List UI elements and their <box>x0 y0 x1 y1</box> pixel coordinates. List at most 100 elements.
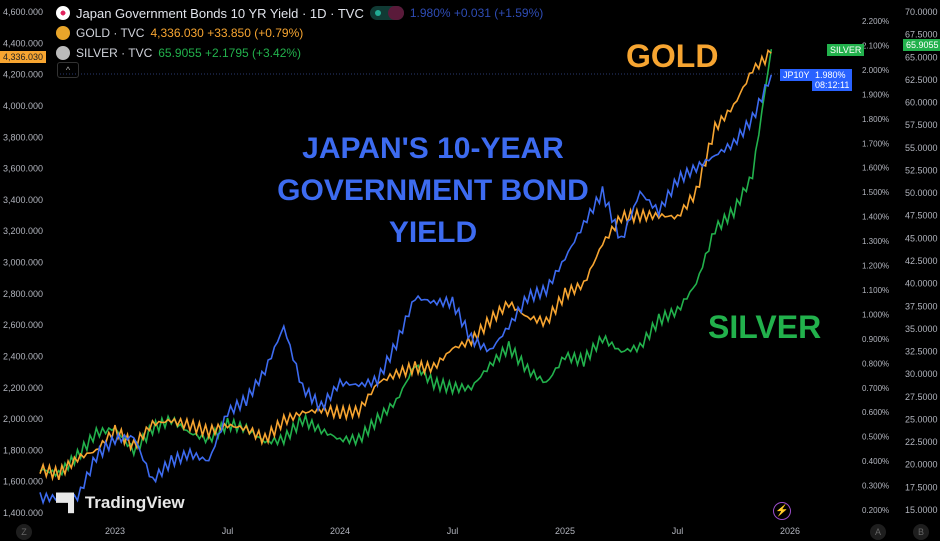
jp-price: 1.980% <box>815 70 846 80</box>
time-axis: 2023 Jul 2024 Jul 2025 Jul 2026 <box>105 526 800 536</box>
tick-label-gold: 2,400.000 <box>3 351 43 361</box>
silver-value: 65.9055 +2.1795 (+3.42%) <box>158 46 302 60</box>
tick-label-gold: 4,200.000 <box>3 70 43 80</box>
tick-label-silver: 65.0000 <box>905 52 938 62</box>
gold-axis: 1,400.000 1,600.000 1,800.000 2,000.000 2,20… <box>3 7 43 518</box>
tick-label-gold: 4,400.000 <box>3 38 43 48</box>
legend-jp[interactable]: Japan Government Bonds 10 YR Yield · 1D … <box>56 3 543 23</box>
tick-label-silver: 20.0000 <box>905 460 938 470</box>
tick-label-silver: 35.0000 <box>905 324 938 334</box>
gold-price-badge: 4,336.030 <box>0 51 47 63</box>
silver-label: SILVER · TVC <box>76 46 153 60</box>
tradingview-logo: ▀▌ TradingView <box>56 493 185 513</box>
tradingview-logo-icon: ▀▌ <box>56 493 81 512</box>
tick-label-silver: 57.5000 <box>905 120 938 130</box>
tick-label-jp: 1.900% <box>862 90 889 99</box>
tick-label-silver: 70.0000 <box>905 7 938 17</box>
chart-title: Japan Government Bonds 10 YR Yield · 1D … <box>76 5 364 21</box>
jp-annotation: JAPAN'S 10-YEAR GOVERNMENT BOND YIELD <box>277 132 589 249</box>
tick-label-jp: 0.900% <box>862 335 889 344</box>
tick-label-silver: 30.0000 <box>905 369 938 379</box>
gold-value: 4,336.030 +33.850 (+0.79%) <box>150 26 304 40</box>
silver-annotation: SILVER <box>708 309 822 345</box>
market-status-icon[interactable] <box>369 6 404 20</box>
tick-label-gold: 2,200.000 <box>3 383 43 393</box>
tick-label-jp: 1.100% <box>862 286 889 295</box>
tick-label-jp: 0.200% <box>862 506 889 515</box>
jp-countdown: 08:12:11 <box>815 80 850 90</box>
tick-label-silver: 27.5000 <box>905 392 938 402</box>
x-tick-label: Jul <box>447 526 459 536</box>
tick-label-silver: 45.0000 <box>905 233 938 243</box>
zoom-button[interactable]: Z <box>16 524 32 540</box>
tick-label-jp: 0.300% <box>862 482 889 491</box>
tick-label-jp: 1.400% <box>862 213 889 222</box>
scale-b-button[interactable]: B <box>913 524 929 540</box>
x-tick-label: 2023 <box>105 526 125 536</box>
tick-label-gold: 3,600.000 <box>3 164 43 174</box>
tick-label-jp: 0.800% <box>862 359 889 368</box>
x-tick-label: 2025 <box>555 526 575 536</box>
tick-label-jp: 1.700% <box>862 139 889 148</box>
tick-label-silver: 22.5000 <box>905 437 938 447</box>
tick-label-jp: 2.000% <box>862 66 889 75</box>
silver-icon <box>56 46 70 60</box>
x-tick-label: Jul <box>222 526 234 536</box>
tick-label-gold: 3,200.000 <box>3 226 43 236</box>
gold-label: GOLD · TVC <box>76 26 145 40</box>
tick-label-silver: 60.0000 <box>905 98 938 108</box>
tick-label-gold: 1,400.000 <box>3 508 43 518</box>
jp-axis: 0.200% 0.300% 0.400% 0.500% 0.600% 0.700% 0.80… <box>862 17 889 515</box>
tick-label-silver: 17.5000 <box>905 482 938 492</box>
tick-label-silver: 55.0000 <box>905 143 938 153</box>
jp-price-badge: 1.980% 08:12:11 <box>812 69 853 91</box>
tick-label-gold: 4,000.000 <box>3 101 43 111</box>
tick-label-jp: 0.600% <box>862 408 889 417</box>
tick-label-silver: 37.5000 <box>905 301 938 311</box>
tick-label-jp: 0.700% <box>862 384 889 393</box>
tick-label-gold: 1,600.000 <box>3 477 43 487</box>
lightning-icon[interactable]: ⚡ <box>773 502 791 520</box>
x-tick-label: 2026 <box>780 526 800 536</box>
legend-gold[interactable]: GOLD · TVC 4,336.030 +33.850 (+0.79%) <box>56 23 543 43</box>
series-line-jp <box>39 74 773 506</box>
tick-label-silver: 52.5000 <box>905 165 938 175</box>
tick-label-jp: 1.600% <box>862 164 889 173</box>
tick-label-gold: 1,800.000 <box>3 445 43 455</box>
tick-label-jp: 1.800% <box>862 115 889 124</box>
tick-label-silver: 47.5000 <box>905 211 938 221</box>
tradingview-logo-text: TradingView <box>84 493 185 512</box>
tick-label-silver: 25.0000 <box>905 414 938 424</box>
series-line-gold <box>39 48 772 482</box>
tick-label-jp: 0.400% <box>862 457 889 466</box>
jp-tag: JP10Y <box>780 69 813 81</box>
tick-label-gold: 3,800.000 <box>3 132 43 142</box>
tick-label-jp: 2.200% <box>862 17 889 26</box>
tick-label-gold: 3,400.000 <box>3 195 43 205</box>
tick-label-jp: 1.000% <box>862 310 889 319</box>
japan-flag-icon <box>56 6 70 20</box>
tick-label-silver: 32.5000 <box>905 347 938 357</box>
gold-icon <box>56 26 70 40</box>
legend: Japan Government Bonds 10 YR Yield · 1D … <box>56 3 543 63</box>
collapse-legend-button[interactable]: ^ <box>57 62 79 78</box>
tick-label-silver: 67.5000 <box>905 30 938 40</box>
tick-label-jp: 0.500% <box>862 433 889 442</box>
tick-label-gold: 2,800.000 <box>3 289 43 299</box>
tick-label-silver: 62.5000 <box>905 75 938 85</box>
silver-tag: SILVER <box>827 44 865 56</box>
silver-axis: 15.0000 17.5000 20.0000 22.5000 25.0000 27.50… <box>905 7 938 515</box>
legend-silver[interactable]: SILVER · TVC 65.9055 +2.1795 (+3.42%) <box>56 43 543 63</box>
x-tick-label: Jul <box>672 526 684 536</box>
tick-label-gold: 2,000.000 <box>3 414 43 424</box>
tick-label-silver: 15.0000 <box>905 505 938 515</box>
x-tick-label: 2024 <box>330 526 350 536</box>
tick-label-gold: 4,600.000 <box>3 7 43 17</box>
gold-annotation: GOLD <box>626 38 719 74</box>
tick-label-jp: 2.100% <box>862 41 889 50</box>
auto-scale-button[interactable]: A <box>870 524 886 540</box>
silver-price-badge: 65.9055 <box>903 39 940 51</box>
tick-label-jp: 1.500% <box>862 188 889 197</box>
tick-label-gold: 2,600.000 <box>3 320 43 330</box>
